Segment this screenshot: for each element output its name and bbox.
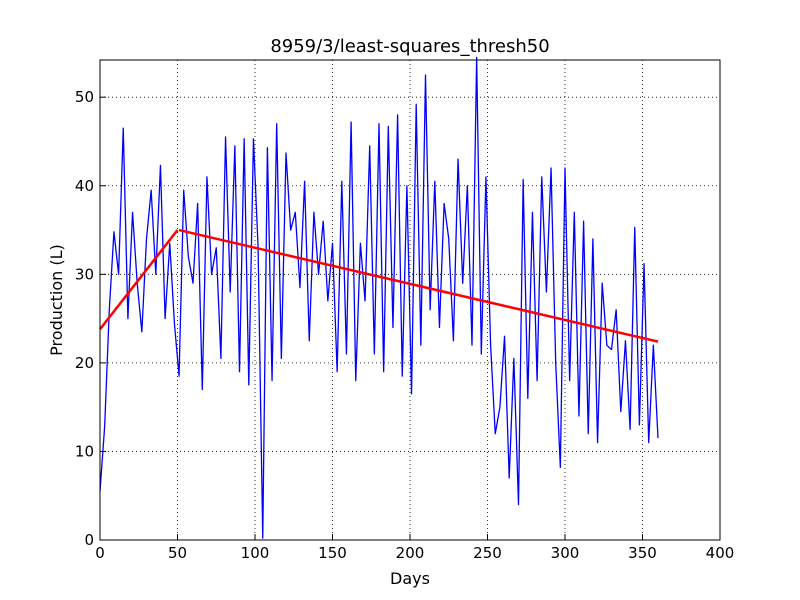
y-tick-label: 40 [75,177,94,195]
plot-frame [99,59,721,541]
chart-title: 8959/3/least-squares_thresh50 [270,36,549,57]
x-tick-label: 300 [551,544,580,562]
x-tick-label: 400 [706,544,735,562]
y-tick-label: 30 [75,265,94,283]
y-tick-label: 10 [75,442,94,460]
y-axis-label: Production (L) [47,244,66,356]
series-line [99,56,659,539]
x-axis-label: Days [390,569,430,588]
x-tick-label: 50 [168,544,187,562]
series-line [99,229,179,330]
y-tick-label: 0 [84,531,94,549]
series-line [178,228,659,343]
x-tick-label: 150 [318,544,347,562]
x-tick-label: 100 [241,544,270,562]
x-tick-label: 200 [396,544,425,562]
y-tick-label: 50 [75,88,94,106]
x-tick-label: 0 [95,544,105,562]
x-tick-label: 350 [628,544,657,562]
y-tick-label: 20 [75,354,94,372]
x-tick-label: 250 [473,544,502,562]
